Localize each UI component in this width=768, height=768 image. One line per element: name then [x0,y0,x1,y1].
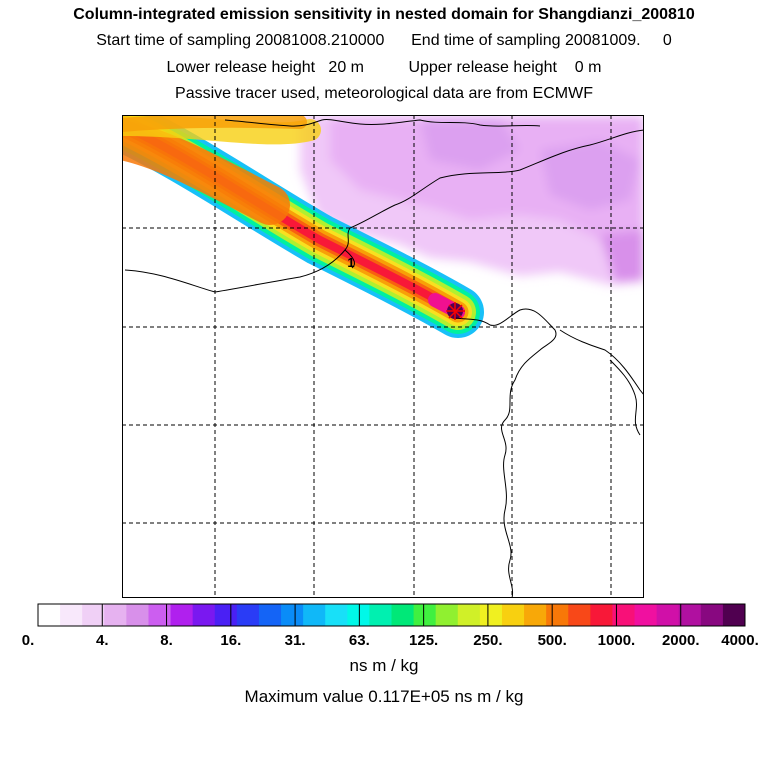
colorbar-swatch [413,604,437,626]
map-frame [122,115,644,598]
colorbar-swatch [258,604,282,626]
colorbar-tick-label: 63. [348,632,370,649]
chart-title: Column-integrated emission sensitivity i… [73,6,695,23]
colorbar-tick-label: 250. [473,632,503,649]
colorbar-tick-label: 4. [96,632,109,649]
colorbar-tick-label: 31. [284,632,306,649]
colorbar-swatch [104,604,127,626]
colorbar-swatch [82,604,105,626]
colorbar-swatch [678,604,702,626]
sampling-times: Start time of sampling 20081008.210000 E… [96,32,672,49]
colorbar-swatch [634,604,658,626]
colorbar-swatch [303,604,326,626]
colorbar-swatch [214,604,238,626]
colorbar-swatch [38,604,61,626]
release-heights: Lower release height 20 m Upper release … [166,59,602,76]
grid-lines [122,115,644,598]
colorbar-swatch [60,604,83,626]
colorbar [37,603,746,627]
colorbar-swatch [126,604,149,626]
colorbar-frame [37,603,746,627]
tracer-info: Passive tracer used, meteorological data… [175,85,593,102]
colorbar-swatch [479,604,503,626]
colorbar-tick-label: 4000. [721,632,759,649]
colorbar-swatch [700,604,724,626]
colorbar-tick-label: 2000. [661,632,700,649]
site-number-label: 1 [347,255,354,270]
colorbar-swatch [170,604,194,626]
colorbar-swatch [524,604,547,626]
colorbar-swatch [325,604,348,626]
colorbar-tick-label: 0. [21,632,35,649]
colorbar-tick-label: 8. [160,632,173,649]
colorbar-swatch [457,604,481,626]
colorbar-swatch [192,604,216,626]
colorbar-swatch [612,604,636,626]
colorbar-tick-label: 500. [537,632,567,649]
colorbar-swatch [435,604,459,626]
colorbar-swatch [590,604,613,626]
colorbar-swatch [281,604,304,626]
colorbar-swatch [347,604,370,626]
colorbar-tick-label: 1000. [597,632,636,649]
sensitivity-field [122,115,644,338]
colorbar-swatch [656,604,680,626]
colorbar-units: ns m / kg [349,656,419,675]
low-sensitivity-area [300,115,644,285]
maximum-value: Maximum value 0.117E+05 ns m / kg [244,687,524,706]
colorbar-swatch [568,604,591,626]
receptor-site-marker [446,302,465,320]
plume [122,115,484,338]
colorbar-swatch [546,604,569,626]
colorbar-swatch [722,604,746,626]
colorbar-swatch [236,604,260,626]
colorbar-swatch [501,604,525,626]
coastlines [124,119,644,598]
colorbar-tick-label: 125. [409,632,439,649]
colorbar-swatch [148,604,172,626]
colorbar-swatch [391,604,415,626]
colorbar-swatch [369,604,392,626]
colorbar-tick-label: 16. [220,632,242,649]
